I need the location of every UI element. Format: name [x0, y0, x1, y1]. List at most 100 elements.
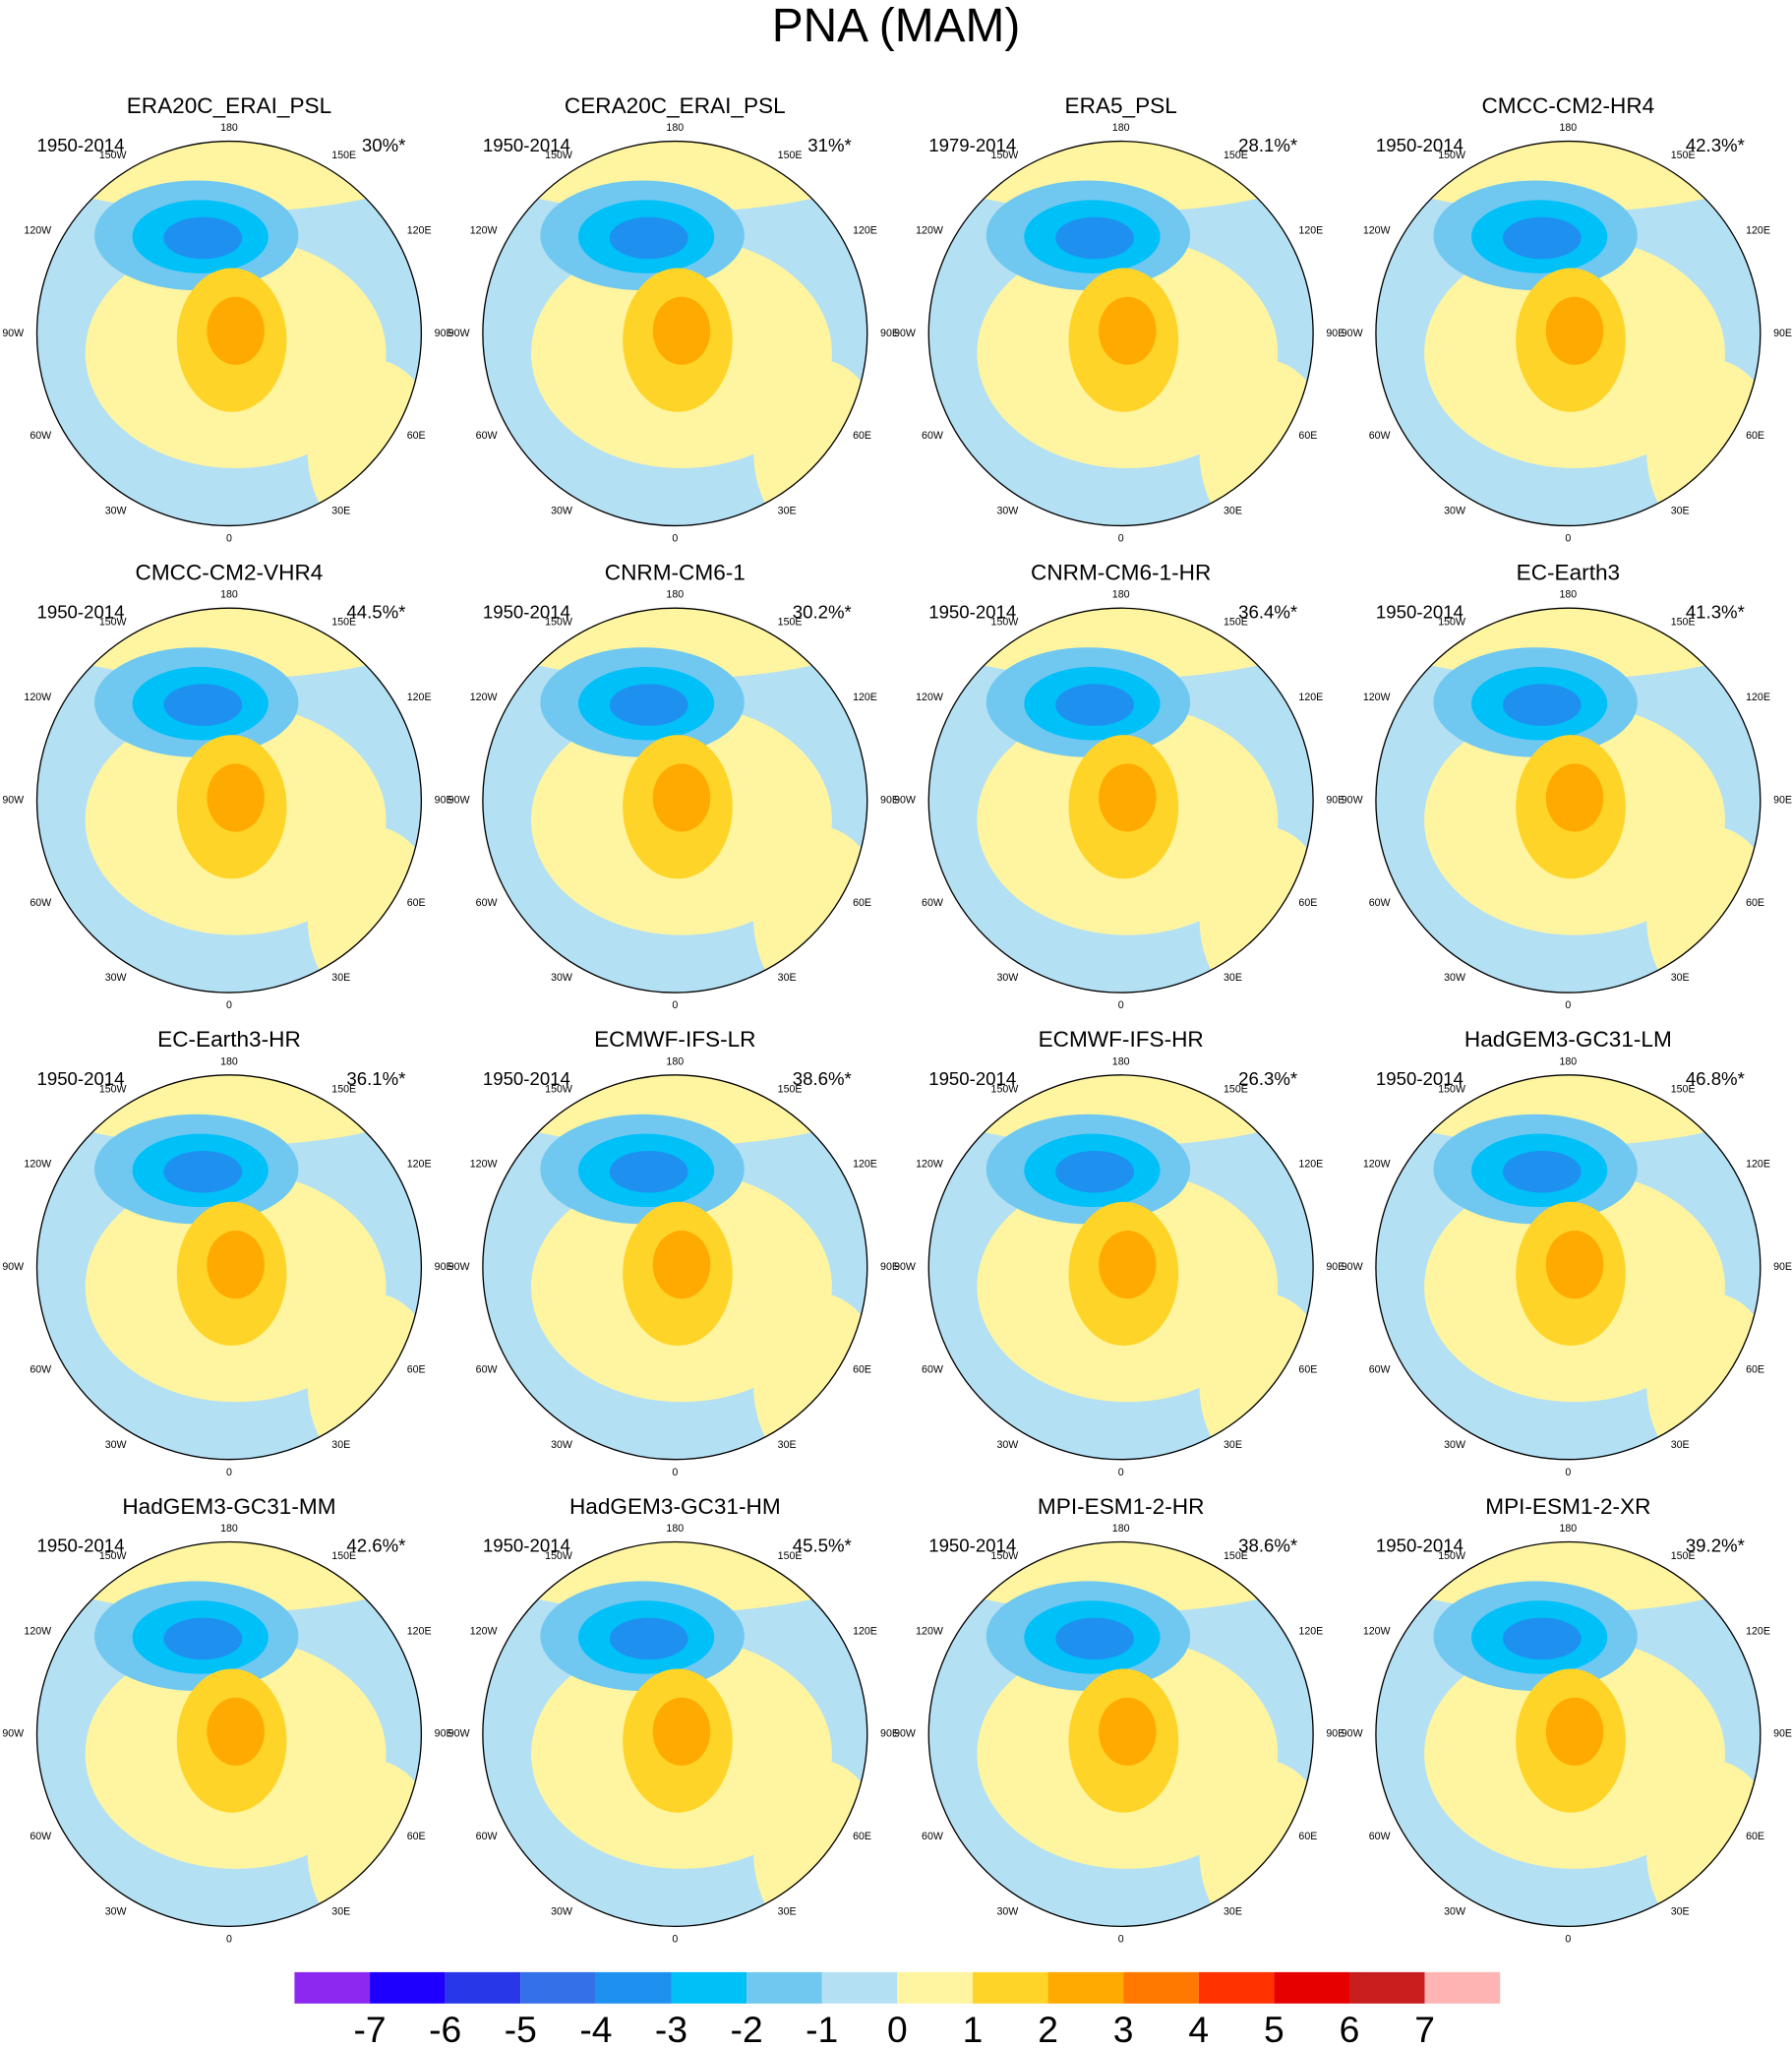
positive-region [1646, 1760, 1761, 1927]
negative-region [1502, 1617, 1582, 1660]
longitude-label: 30E [1671, 972, 1690, 984]
negative-region [609, 1617, 688, 1660]
longitude-label: 150W [545, 617, 572, 629]
longitude-label: 30E [331, 506, 350, 517]
map-outline [927, 1074, 1314, 1461]
longitude-label: 90W [1342, 794, 1363, 806]
longitude-label: 60W [1369, 1831, 1391, 1842]
positive-band [1375, 608, 1761, 680]
map-outline [1375, 140, 1762, 527]
high-region [652, 296, 711, 365]
longitude-label: 60W [476, 430, 498, 442]
longitude-label: 120E [407, 1625, 432, 1637]
positive-band [482, 1541, 867, 1613]
positive-region [753, 826, 867, 994]
colorbar-box [370, 1971, 446, 2004]
colorbar-box [972, 1971, 1048, 2004]
panel-title: EC-Earth3-HR [157, 1027, 301, 1052]
longitude-label: 150W [1438, 1083, 1465, 1095]
longitude-label: 30W [551, 1439, 572, 1451]
colorbar-box [520, 1971, 596, 2004]
positive-band [482, 1074, 867, 1146]
longitude-label: 150W [99, 1083, 127, 1095]
longitude-label: 60E [1746, 430, 1764, 442]
colorbar-tick-label: -2 [731, 2009, 763, 2048]
map-outline [35, 1074, 423, 1461]
map-outline [482, 607, 868, 994]
longitude-label: 60W [30, 897, 51, 909]
positive-band [928, 1074, 1314, 1146]
high-region [1099, 763, 1157, 832]
panel-title: ERA5_PSL [1065, 93, 1177, 118]
longitude-label: 150E [331, 1083, 356, 1095]
longitude-label: 120E [407, 1159, 432, 1171]
longitude-label: 180 [1112, 589, 1130, 601]
longitude-label: 120E [1298, 1159, 1323, 1171]
map [482, 141, 867, 526]
colorbar-box [445, 1971, 521, 2004]
longitude-label: 180 [1559, 1523, 1577, 1535]
longitude-label: 120W [916, 692, 943, 703]
longitude-label: 150E [1224, 1083, 1248, 1095]
longitude-label: 90W [2, 328, 24, 339]
positive-region [307, 1293, 422, 1460]
longitude-label: 90E [1773, 794, 1792, 806]
longitude-label: 30W [551, 506, 572, 517]
longitude-label: 120E [853, 224, 877, 236]
longitude-label: 180 [220, 122, 238, 134]
panel-title: CMCC-CM2-VHR4 [136, 561, 324, 585]
longitude-label: 180 [1559, 589, 1577, 601]
longitude-label: 180 [220, 589, 238, 601]
longitude-label: 150W [99, 150, 127, 161]
panel-period: 1950-2014 [37, 1536, 125, 1556]
longitude-label: 120W [24, 224, 51, 236]
colorbar-tick-label: 1 [963, 2009, 984, 2048]
map [36, 1541, 422, 1927]
longitude-label: 180 [220, 1523, 238, 1535]
map [482, 1541, 867, 1927]
longitude-label: 0 [1565, 1467, 1571, 1478]
longitude-label: 150E [778, 617, 803, 629]
longitude-label: 60E [1298, 430, 1317, 442]
longitude-label: 0 [672, 533, 678, 545]
negative-region [163, 216, 243, 260]
map-panel: CERA20C_ERAI_PSL 1950-2014 31%* 180 150E 120E… [448, 93, 899, 545]
map [928, 141, 1314, 526]
longitude-label: 150E [1671, 1083, 1696, 1095]
panel-period: 1950-2014 [37, 601, 125, 622]
longitude-label: 120E [1746, 1159, 1770, 1171]
panel-variance: 38.6%* [1238, 1536, 1297, 1556]
map-outline [482, 1540, 868, 1928]
map [36, 608, 422, 994]
map-outline [1375, 607, 1762, 994]
map [1375, 1541, 1761, 1927]
panel-period: 1950-2014 [37, 135, 125, 155]
negative-region [609, 216, 688, 260]
negative-region [163, 1617, 243, 1660]
longitude-label: 120E [407, 692, 432, 703]
longitude-label: 60E [407, 430, 426, 442]
longitude-label: 90W [448, 794, 470, 806]
positive-region [753, 1293, 867, 1460]
longitude-label: 150W [1438, 617, 1465, 629]
negative-region [163, 684, 243, 726]
longitude-label: 150E [331, 617, 356, 629]
longitude-label: 60W [922, 430, 943, 442]
longitude-label: 30E [778, 972, 797, 984]
longitude-label: 0 [1118, 1467, 1124, 1478]
longitude-label: 30W [105, 972, 127, 984]
longitude-label: 180 [220, 1055, 238, 1067]
map-panel: HadGEM3-GC31-MM 1950-2014 42.6%* 180 150E 120… [2, 1494, 452, 1946]
longitude-label: 150W [991, 617, 1019, 629]
map-outline [35, 1540, 423, 1928]
longitude-label: 30E [778, 1905, 797, 1917]
longitude-label: 120E [853, 692, 877, 703]
colorbar-tick-label: -7 [353, 2009, 386, 2048]
longitude-label: 180 [666, 1523, 684, 1535]
longitude-label: 60E [407, 1831, 426, 1842]
positive-region [1646, 826, 1761, 994]
longitude-label: 90W [2, 1728, 24, 1740]
longitude-label: 90W [1342, 1728, 1363, 1740]
map-outline [482, 1074, 868, 1461]
